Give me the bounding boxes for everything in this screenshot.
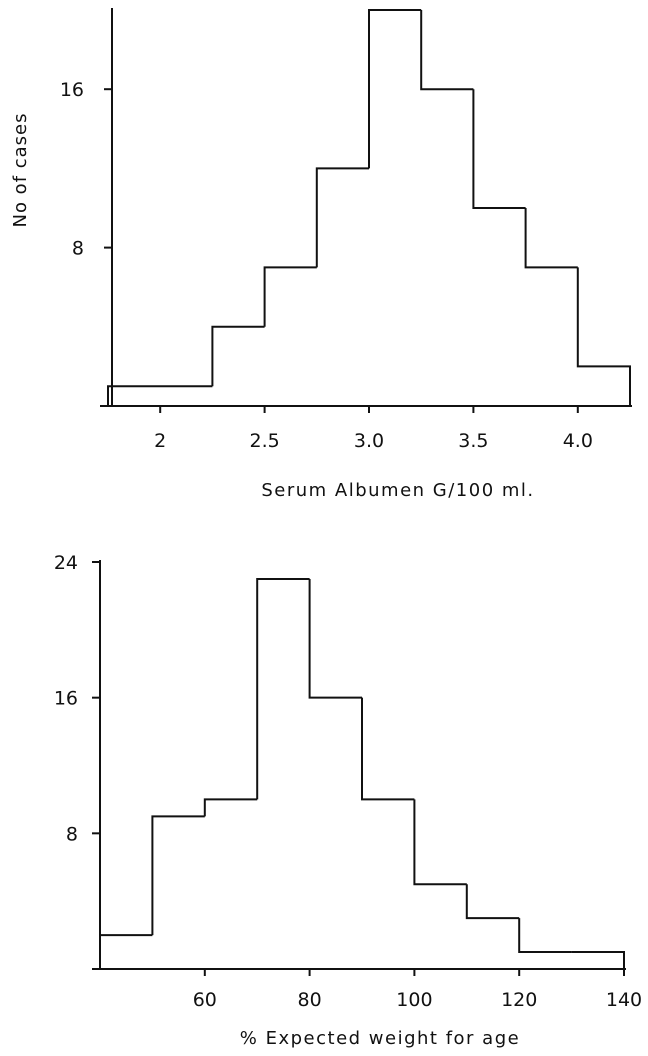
histogram-bar — [308, 578, 362, 699]
y-tick-label: 8 — [66, 823, 78, 845]
x-axis-label: % Expected weight for age — [240, 1028, 520, 1049]
y-axis-label: No of cases — [10, 112, 31, 227]
x-tick-label: 80 — [298, 989, 322, 1011]
histogram-bar — [256, 577, 310, 800]
histogram-bar — [203, 798, 258, 817]
x-tick-label: 2.5 — [249, 430, 279, 452]
weight-histogram: % Expected weight for age 8 16 24 60 80 100 12… — [54, 552, 642, 1049]
x-tick-label: 4.0 — [563, 430, 593, 452]
histogram-bar — [524, 208, 578, 269]
y-tick-label: 8 — [72, 238, 84, 260]
histogram-bar — [211, 325, 265, 387]
histogram-bar — [518, 918, 572, 954]
x-tick-label: 120 — [501, 989, 537, 1011]
histogram-bar — [107, 385, 213, 406]
histogram-bar — [465, 884, 520, 920]
x-tick-label: 100 — [396, 989, 432, 1011]
histogram-bar — [571, 951, 625, 969]
x-tick-label: 3.5 — [458, 430, 488, 452]
y-tick-label: 24 — [54, 552, 78, 574]
albumin-histogram: No of cases Serum Albumen G/100 ml. 8 16 2… — [10, 8, 632, 501]
x-tick-label: 3.0 — [354, 430, 384, 452]
histogram-bar — [472, 89, 526, 209]
y-tick-label: 16 — [54, 688, 78, 710]
histogram-bar — [315, 167, 369, 268]
histogram-bar — [576, 267, 631, 406]
histogram-bar — [263, 266, 317, 327]
x-tick-label: 2 — [154, 430, 166, 452]
histogram-bar — [151, 815, 205, 936]
x-tick-label: 140 — [606, 989, 642, 1011]
histogram-bar — [361, 697, 415, 801]
histogram-bar — [99, 934, 153, 969]
histogram-bar — [413, 799, 467, 886]
histogram-bar — [420, 10, 474, 91]
x-axis-label: Serum Albumen G/100 ml. — [261, 480, 534, 501]
y-tick-label: 16 — [60, 79, 84, 101]
x-tick-label: 60 — [193, 989, 217, 1011]
histogram-bar — [368, 9, 422, 169]
